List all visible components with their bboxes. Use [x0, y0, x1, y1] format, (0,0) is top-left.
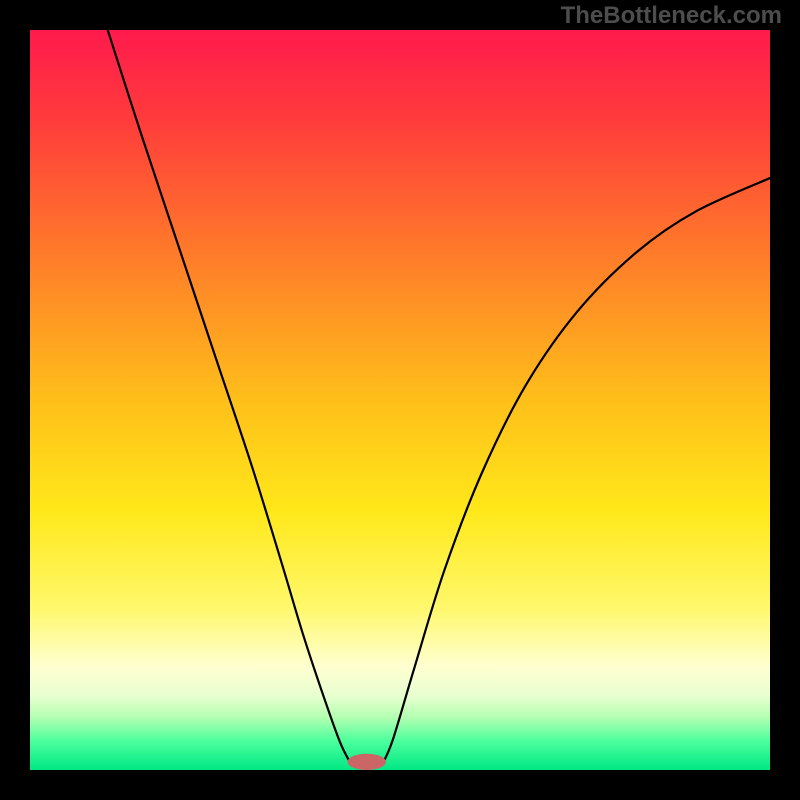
watermark-text: TheBottleneck.com: [561, 2, 782, 30]
bottleneck-curve-chart: [30, 30, 770, 770]
minimum-marker: [347, 754, 385, 770]
gradient-background: [30, 30, 770, 770]
